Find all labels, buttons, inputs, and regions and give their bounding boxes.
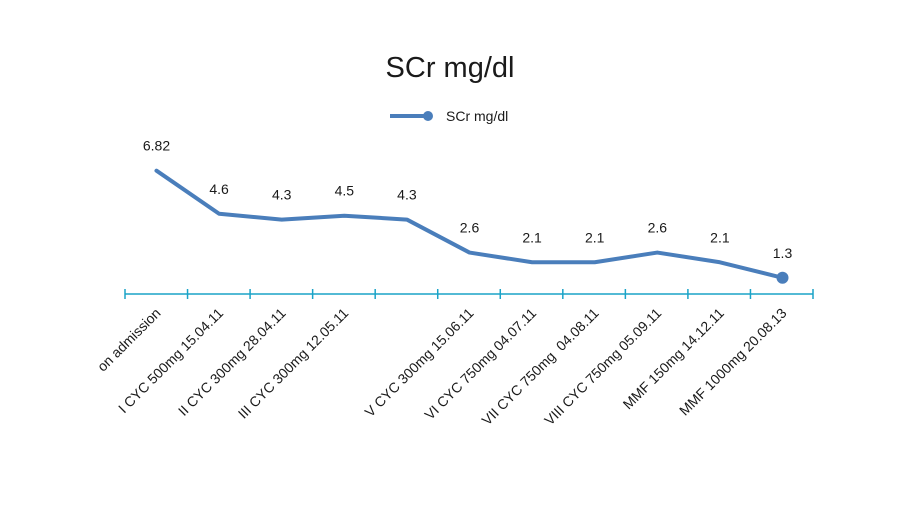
data-label: 2.1 <box>522 229 542 245</box>
x-tick-label: III CYC 300mg 12.05.11 <box>235 305 352 422</box>
x-tick-label: I CYC 500mg 15.04.11 <box>115 305 226 416</box>
chart-title: SCr mg/dl <box>386 52 515 84</box>
data-label: 2.1 <box>585 229 605 245</box>
data-point-marker <box>776 271 789 284</box>
data-label: 2.6 <box>460 220 480 236</box>
x-tick-label: MMF 1000mg 20.08.13 <box>676 305 790 419</box>
x-tick-label: VIII CYC 750mg 05.09.11 <box>541 305 665 429</box>
series-scr <box>154 168 789 284</box>
data-label: 2.1 <box>710 229 730 245</box>
x-tick-label: VI CYC 750mg 04.07.11 <box>421 305 539 423</box>
data-labels: 6.82 4.6 4.3 4.5 4.3 2.6 2.1 2.1 2.6 2.1 1.3 <box>143 138 793 261</box>
legend: SCr mg/dl <box>390 108 508 124</box>
x-tick-label: V CYC 300mg 15.06.11 <box>361 305 476 420</box>
x-tick-label: on admission <box>94 305 164 375</box>
data-label: 2.6 <box>648 220 668 236</box>
legend-label: SCr mg/dl <box>446 108 508 124</box>
legend-dot-marker <box>423 111 433 121</box>
data-label: 6.82 <box>143 138 170 154</box>
data-label: 4.6 <box>209 181 229 197</box>
data-label: 4.5 <box>335 183 355 199</box>
x-tick-label: II CYC 300mg 28.04.11 <box>175 305 289 419</box>
data-label: 4.3 <box>272 187 292 203</box>
series-line <box>154 168 785 280</box>
x-tick-label: VII CYC 750mg 04.08.11 <box>478 305 602 429</box>
x-axis <box>124 289 814 299</box>
data-label: 4.3 <box>397 187 417 203</box>
data-label: 1.3 <box>773 245 793 261</box>
